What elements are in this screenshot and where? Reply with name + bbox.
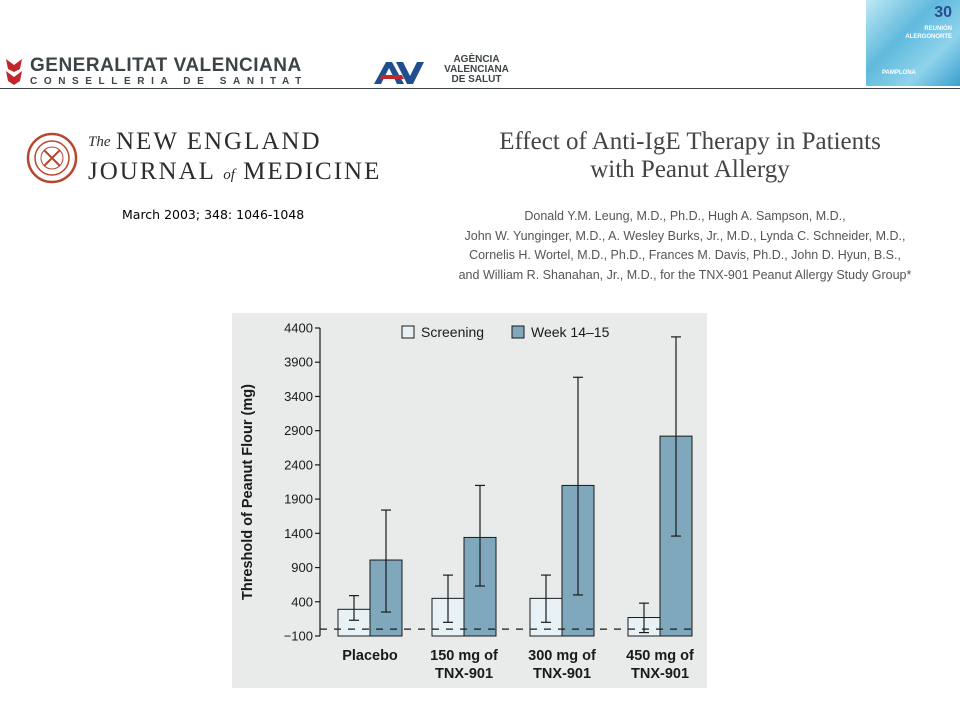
y-tick-label: 400 (291, 594, 313, 609)
avs-emblem-icon (374, 62, 424, 84)
y-tick-label: 4400 (284, 321, 313, 336)
y-tick-label: 2400 (284, 457, 313, 472)
conference-badge: 30 REUNIÓN ALERGONORTE PAMPLONA (866, 0, 960, 86)
y-tick-label: 900 (291, 560, 313, 575)
legend-label: Week 14–15 (531, 324, 610, 340)
badge-line-3: PAMPLONA (882, 70, 916, 76)
bar-chart: −100 400 900 1400 1900 2400 2900 3400 3900 4400 Th… (240, 321, 698, 682)
nejm-seal-icon (26, 132, 78, 184)
conselleria-subtitle: CONSELLERIA DE SANITAT (30, 76, 308, 87)
y-tick-label: 3400 (284, 389, 313, 404)
nejm-of-word: of (223, 167, 235, 183)
generalitat-emblem-icon (6, 59, 22, 85)
x-category-label: TNX-901 (631, 666, 689, 682)
avs-line-1: AGÈNCIA (453, 54, 500, 65)
x-category-label: 150 mg of (430, 648, 498, 664)
x-category-label: TNX-901 (533, 666, 591, 682)
author-line-3: Cornelis H. Wortel, M.D., Ph.D., Frances… (469, 248, 901, 262)
x-category-label: Placebo (342, 648, 398, 664)
nejm-title-line-2: JOURNAL of MEDICINE (88, 158, 381, 186)
header-divider (0, 88, 960, 89)
author-line-1: Donald Y.M. Leung, M.D., Ph.D., Hugh A. … (524, 209, 846, 223)
avs-line-3: DE SALUT (451, 74, 502, 85)
bar-chart-panel: −100 400 900 1400 1900 2400 2900 3400 3900 4400 Th… (232, 313, 707, 688)
article-title: Effect of Anti-IgE Therapy in Patients w… (470, 128, 910, 184)
article-authors: Donald Y.M. Leung, M.D., Ph.D., Hugh A. … (440, 207, 930, 285)
legend: Screening Week 14–15 (401, 324, 610, 340)
header: GENERALITAT VALENCIANA CONSELLERIA DE SA… (0, 0, 960, 92)
avs-line-2: VALENCIANA (444, 64, 509, 75)
badge-line-2: ALERGONORTE (905, 34, 952, 40)
author-line-4: and William R. Shanahan, Jr., M.D., for … (458, 267, 912, 282)
y-tick-label: 3900 (284, 355, 313, 370)
x-category-label: 300 mg of (528, 648, 596, 664)
y-tick-label: 1400 (284, 526, 313, 541)
nejm-journal-word: JOURNAL (88, 158, 215, 185)
author-line-2: John W. Yunginger, M.D., A. Wesley Burks… (464, 228, 906, 243)
nejm-title-line-1: NEW ENGLAND (116, 128, 322, 155)
badge-number: 30 (934, 4, 952, 21)
nejm-medicine-word: MEDICINE (243, 158, 382, 185)
y-tick-label: −100 (284, 629, 313, 644)
citation: March 2003; 348: 1046-1048 (122, 207, 305, 222)
avs-text: AGÈNCIA VALENCIANA DE SALUT (429, 55, 524, 85)
article-title-line-1: Effect of Anti-IgE Therapy in Patients (499, 128, 881, 155)
agencia-valenciana-salut-logo: AGÈNCIA VALENCIANA DE SALUT (372, 54, 542, 90)
generalitat-title: GENERALITAT VALENCIANA (30, 55, 302, 76)
nejm-masthead: The NEW ENGLAND JOURNAL of MEDICINE (26, 128, 426, 198)
y-axis-title: Threshold of Peanut Flour (mg) (240, 384, 256, 600)
y-tick-label: 1900 (284, 492, 313, 507)
legend-swatch (401, 325, 415, 339)
article-title-line-2: with Peanut Allergy (590, 156, 790, 183)
x-category-label: TNX-901 (435, 666, 493, 682)
nejm-the: The (88, 134, 111, 150)
generalitat-valenciana-logo: GENERALITAT VALENCIANA CONSELLERIA DE SA… (2, 55, 301, 95)
badge-line-1: REUNIÓN (924, 26, 952, 32)
y-tick-label: 2900 (284, 423, 313, 438)
x-category-label: 450 mg of (626, 648, 694, 664)
legend-swatch (511, 325, 525, 339)
legend-label: Screening (421, 324, 484, 340)
